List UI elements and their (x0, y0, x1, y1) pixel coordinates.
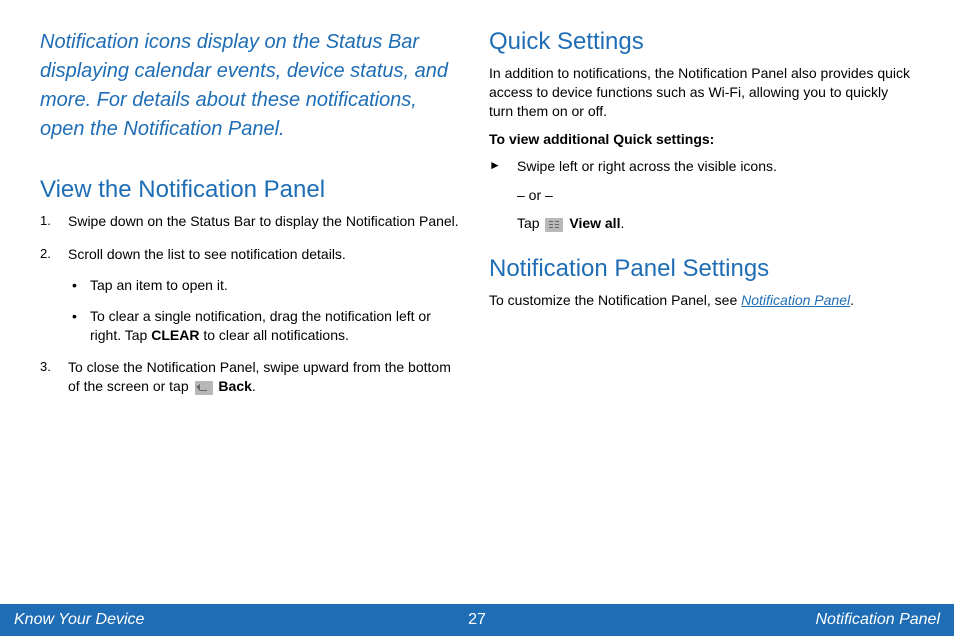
tap-instruction: Tap View all. (489, 214, 914, 233)
clear-label: CLEAR (151, 327, 199, 343)
step-1: Swipe down on the Status Bar to display … (40, 212, 465, 231)
bullet-clear: To clear a single notification, drag the… (68, 307, 465, 345)
footer-page-number: 27 (468, 611, 486, 629)
page-content: Notification icons display on the Status… (0, 0, 954, 596)
swipe-instruction: Swipe left or right across the visible i… (489, 157, 914, 176)
view-all-icon (545, 218, 563, 232)
quick-settings-subheading: To view additional Quick settings: (489, 131, 914, 147)
bullet-tap-item: Tap an item to open it. (68, 276, 465, 295)
view-notification-heading: View the Notification Panel (40, 176, 465, 204)
notification-settings-body: To customize the Notification Panel, see… (489, 291, 914, 310)
view-all-label: View all (569, 215, 620, 231)
quick-settings-heading: Quick Settings (489, 28, 914, 56)
intro-text: Notification icons display on the Status… (40, 28, 465, 144)
right-column: Quick Settings In addition to notificati… (489, 28, 914, 596)
back-label: Back (218, 378, 251, 394)
left-column: Notification icons display on the Status… (40, 28, 465, 596)
footer-topic: Notification Panel (815, 611, 940, 629)
steps-list: Swipe down on the Status Bar to display … (40, 212, 465, 396)
or-text: – or – (489, 186, 914, 205)
step-3: To close the Notification Panel, swipe u… (40, 358, 465, 396)
step-2: Scroll down the list to see notification… (40, 245, 465, 345)
notification-panel-link[interactable]: Notification Panel (741, 292, 850, 308)
quick-settings-body: In addition to notifications, the Notifi… (489, 64, 914, 121)
step-2-text: Scroll down the list to see notification… (68, 246, 346, 262)
notification-settings-heading: Notification Panel Settings (489, 255, 914, 283)
view-notification-section: View the Notification Panel Swipe down o… (40, 176, 465, 396)
back-icon (195, 381, 213, 395)
notification-settings-section: Notification Panel Settings To customize… (489, 255, 914, 310)
footer-section-name: Know Your Device (14, 611, 144, 629)
step-2-bullets: Tap an item to open it. To clear a singl… (68, 276, 465, 345)
page-footer: Know Your Device 27 Notification Panel (0, 604, 954, 636)
quick-settings-section: Quick Settings In addition to notificati… (489, 28, 914, 233)
